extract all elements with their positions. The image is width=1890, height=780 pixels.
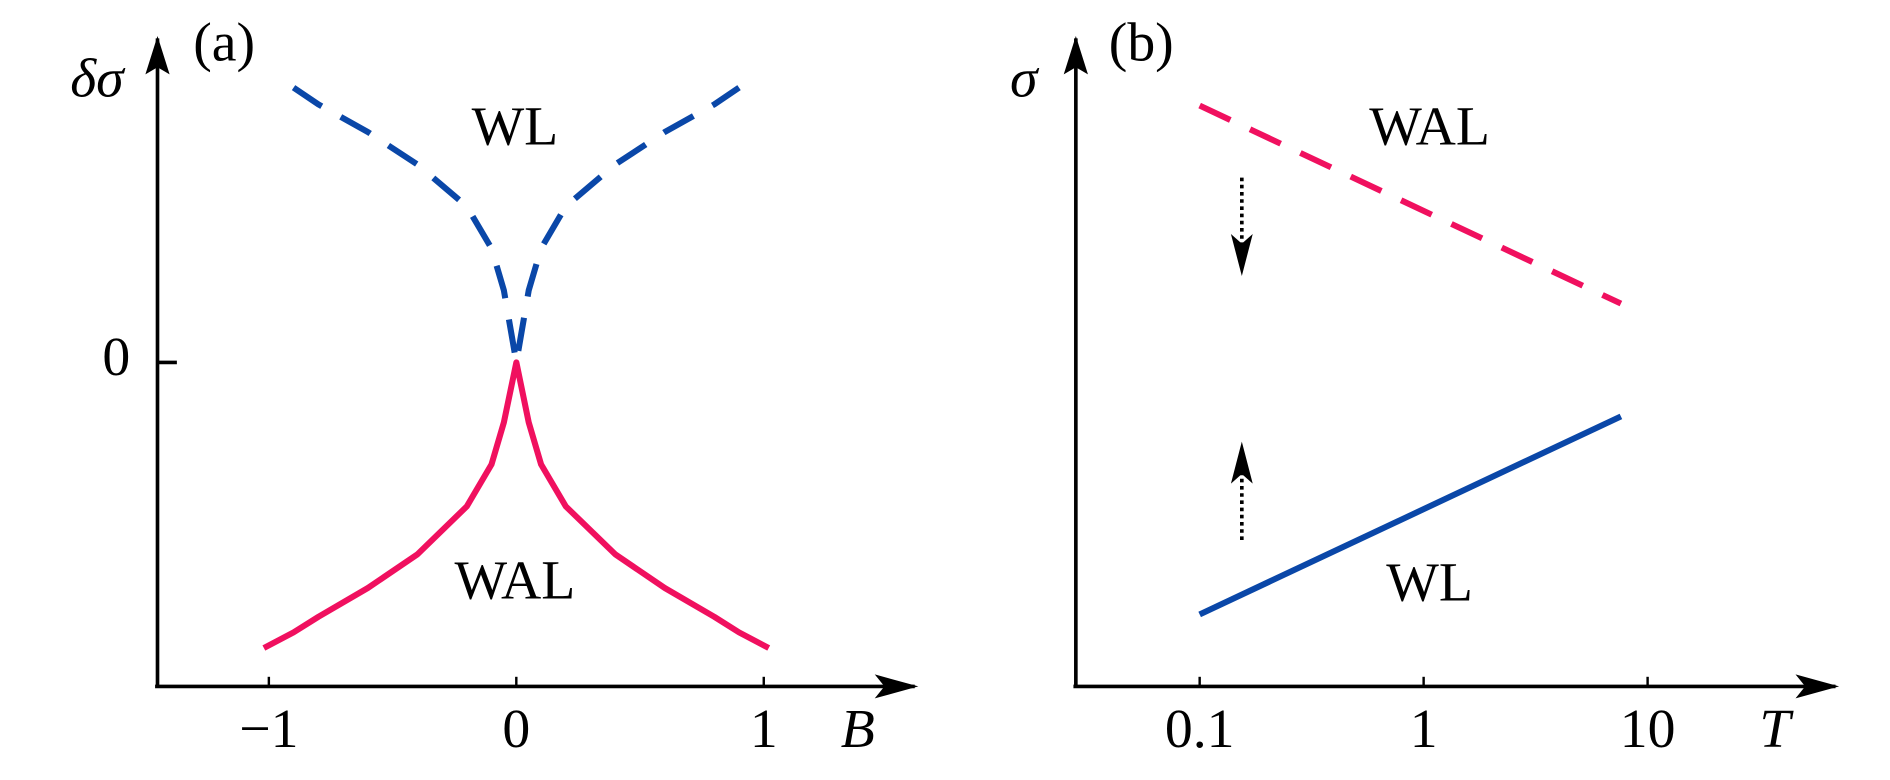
series-line: [1198, 102, 1623, 307]
annotation: WAL: [1369, 96, 1490, 157]
x-axis-label: T: [1759, 698, 1794, 759]
series-line: [1198, 413, 1623, 618]
x-tick-label: 1: [750, 698, 778, 759]
x-tick-label: 10: [1620, 698, 1676, 759]
panel-label: (b): [1109, 12, 1174, 73]
x-tick-label: −1: [239, 698, 298, 759]
y-arrow: [145, 36, 170, 75]
y-tick-label: 0: [102, 326, 130, 387]
arrow-head: [1230, 234, 1253, 276]
y-axis-label: δσ: [70, 48, 126, 109]
annotation: WL: [472, 96, 559, 157]
annotation: WAL: [455, 550, 576, 611]
series-line: [262, 359, 771, 651]
x-arrow: [1795, 674, 1840, 699]
annotation: WL: [1386, 552, 1473, 613]
x-tick-label: 0.1: [1165, 698, 1235, 759]
arrow-head: [1230, 441, 1253, 484]
y-arrow: [1063, 36, 1088, 75]
panel-label: (a): [193, 12, 255, 73]
y-axis-label: σ: [1010, 48, 1040, 109]
x-tick-label: 0: [502, 698, 530, 759]
x-axis-label: B: [841, 698, 875, 759]
x-arrow: [874, 674, 919, 699]
x-tick-label: 1: [1410, 698, 1438, 759]
